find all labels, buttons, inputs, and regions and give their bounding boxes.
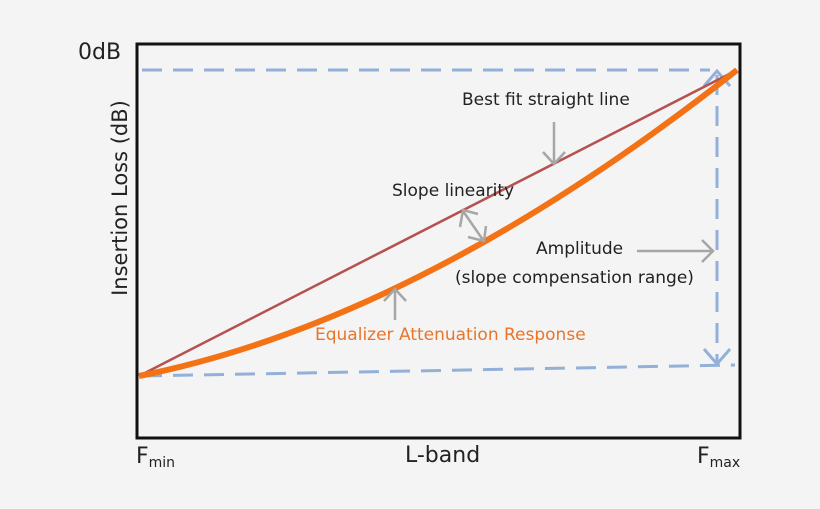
amplitude-annotation: Amplitude [536, 239, 624, 259]
fmax-label: Fmax [697, 444, 741, 471]
amplitude-down-arrowhead [702, 348, 732, 367]
y-axis-label: Insertion Loss (dB) [108, 100, 132, 296]
zero-db-label: 0dB [78, 40, 122, 65]
best-fit-line [138, 68, 738, 378]
equalizer-annotation: Equalizer Attenuation Response [315, 325, 586, 345]
plot-frame [135, 42, 742, 440]
amplitude-pointer-arrow [637, 239, 715, 263]
amplitude-sub-annotation: (slope compensation range) [455, 268, 694, 288]
equalizer-curve [138, 67, 739, 379]
slope-linearity-annotation: Slope linearity [392, 181, 515, 201]
x-axis-label: L-band [405, 443, 481, 468]
best-fit-pointer-arrow [542, 122, 566, 166]
slope-linearity-arrow [458, 208, 488, 243]
equalizer-pointer-arrow [383, 287, 407, 320]
best-fit-annotation: Best fit straight line [462, 90, 630, 110]
bottom-dashed-line [141, 363, 736, 378]
fmin-label: Fmin [136, 444, 176, 471]
